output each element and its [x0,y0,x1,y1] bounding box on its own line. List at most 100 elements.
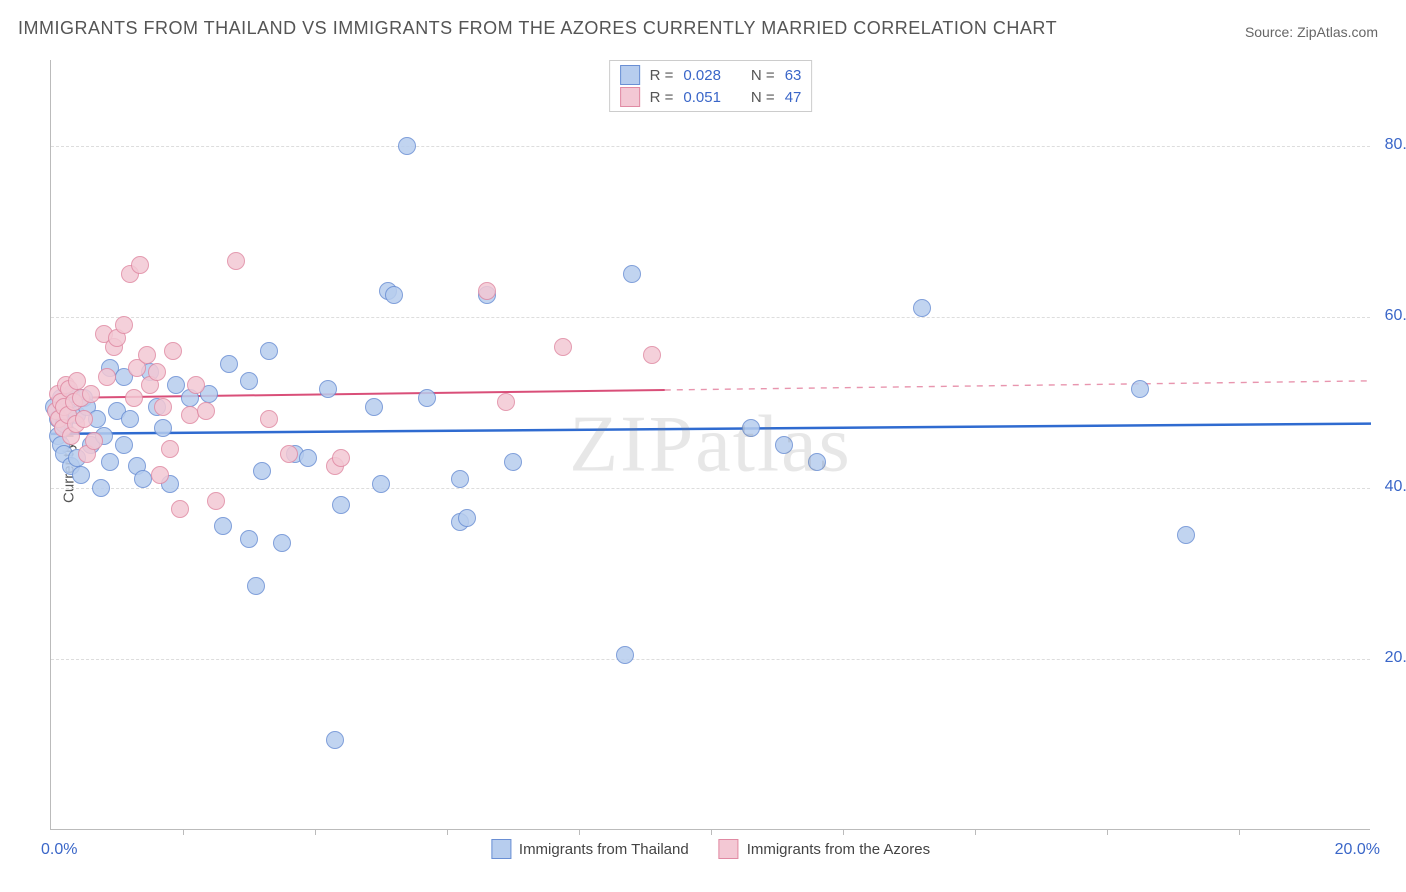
data-point-thailand [134,470,152,488]
data-point-thailand [385,286,403,304]
data-point-azores [161,440,179,458]
x-tick-mark [1239,829,1240,835]
data-point-azores [82,385,100,403]
legend-item-label: Immigrants from Thailand [519,841,689,858]
data-point-azores [332,449,350,467]
source-label: Source: ZipAtlas.com [1245,24,1378,40]
data-point-azores [554,338,572,356]
data-point-thailand [214,517,232,535]
data-point-azores [171,500,189,518]
data-point-thailand [299,449,317,467]
data-point-azores [478,282,496,300]
data-point-thailand [326,731,344,749]
data-point-azores [131,256,149,274]
watermark-text: ZIPatlas [569,399,852,490]
data-point-thailand [616,646,634,664]
data-point-thailand [365,398,383,416]
data-point-thailand [154,419,172,437]
swatch-icon [620,87,640,107]
data-point-azores [643,346,661,364]
r-label: R = [650,89,674,106]
data-point-azores [497,393,515,411]
legend-stats-row-thailand: R = 0.028 N = 63 [620,65,802,85]
data-point-azores [75,410,93,428]
data-point-azores [85,432,103,450]
n-label: N = [751,67,775,84]
data-point-azores [187,376,205,394]
data-point-thailand [273,534,291,552]
data-point-azores [260,410,278,428]
data-point-thailand [240,530,258,548]
r-value: 0.028 [683,67,721,84]
legend-stats: R = 0.028 N = 63 R = 0.051 N = 47 [609,60,813,112]
x-tick-mark [315,829,316,835]
data-point-thailand [418,389,436,407]
data-point-azores [164,342,182,360]
x-tick-label: 20.0% [1335,841,1380,859]
data-point-thailand [775,436,793,454]
data-point-thailand [115,436,133,454]
data-point-thailand [1177,526,1195,544]
n-value: 47 [785,89,802,106]
chart-title: IMMIGRANTS FROM THAILAND VS IMMIGRANTS F… [18,18,1057,39]
legend-stats-row-azores: R = 0.051 N = 47 [620,87,802,107]
plot-area: ZIPatlas Currently Married R =0.028N =63… [50,60,1370,830]
data-point-thailand [808,453,826,471]
data-point-thailand [220,355,238,373]
data-point-thailand [121,410,139,428]
gridline-h [51,488,1370,489]
data-point-thailand [72,466,90,484]
data-point-azores [280,445,298,463]
n-value: 63 [785,67,802,84]
y-tick-label: 40.0% [1370,478,1406,496]
chart-root: IMMIGRANTS FROM THAILAND VS IMMIGRANTS F… [0,0,1406,892]
x-tick-mark [183,829,184,835]
data-point-thailand [253,462,271,480]
data-point-thailand [623,265,641,283]
data-point-thailand [398,137,416,155]
gridline-h [51,659,1370,660]
y-tick-label: 80.0% [1370,136,1406,154]
data-point-azores [227,252,245,270]
data-point-thailand [319,380,337,398]
legend-series: Immigrants from Thailand Immigrants from … [491,839,930,859]
gridline-h [51,317,1370,318]
data-point-thailand [101,453,119,471]
x-tick-mark [711,829,712,835]
data-point-thailand [240,372,258,390]
data-point-azores [151,466,169,484]
data-point-thailand [372,475,390,493]
r-label: R = [650,67,674,84]
y-tick-label: 20.0% [1370,649,1406,667]
y-tick-label: 60.0% [1370,307,1406,325]
data-point-thailand [92,479,110,497]
n-label: N = [751,89,775,106]
data-point-thailand [913,299,931,317]
x-tick-mark [579,829,580,835]
legend-item-thailand: Immigrants from Thailand [491,839,689,859]
data-point-azores [181,406,199,424]
trend-lines [51,60,1371,830]
x-tick-mark [975,829,976,835]
data-point-thailand [458,509,476,527]
data-point-azores [197,402,215,420]
swatch-icon [491,839,511,859]
data-point-azores [115,316,133,334]
data-point-azores [98,368,116,386]
data-point-azores [125,389,143,407]
data-point-thailand [260,342,278,360]
data-point-azores [154,398,172,416]
data-point-thailand [1131,380,1149,398]
data-point-azores [148,363,166,381]
gridline-h [51,146,1370,147]
data-point-thailand [451,470,469,488]
swatch-icon [620,65,640,85]
x-tick-label: 0.0% [41,841,77,859]
x-tick-mark [843,829,844,835]
data-point-thailand [247,577,265,595]
legend-item-label: Immigrants from the Azores [747,841,930,858]
data-point-thailand [742,419,760,437]
r-value: 0.051 [683,89,721,106]
legend-item-azores: Immigrants from the Azores [719,839,930,859]
data-point-thailand [504,453,522,471]
